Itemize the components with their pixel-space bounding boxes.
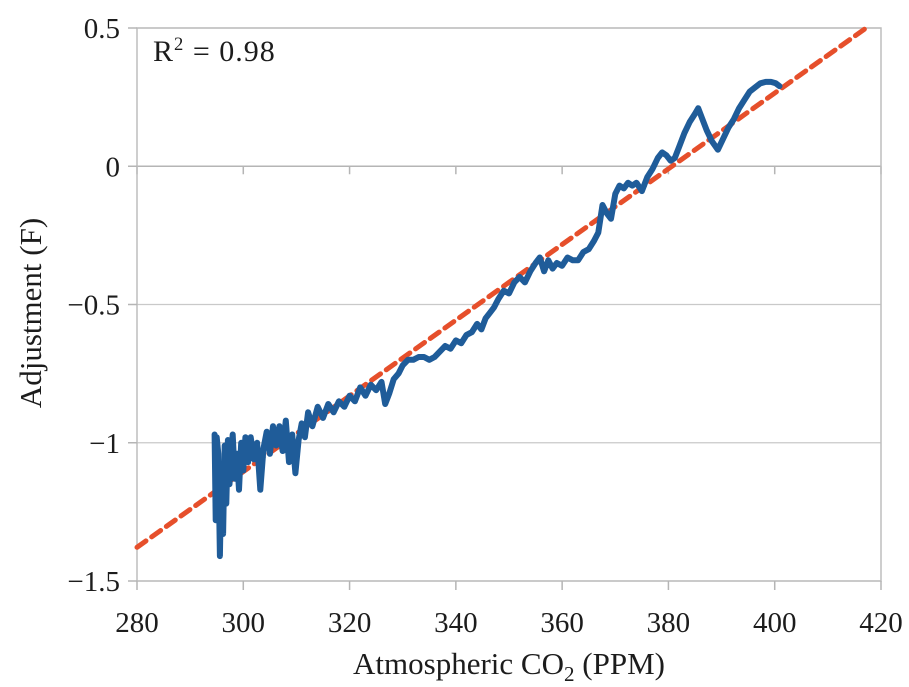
x-axis-title-prefix: Atmospheric CO: [353, 646, 564, 681]
y-tick-label: −1: [89, 428, 120, 460]
axis-tick-marks: [128, 27, 882, 590]
axis-tick-labels: 280 300 320 340 360 380 400 420 0.5 0 −0.5 −1 −1.5: [67, 13, 902, 639]
x-tick-label: 340: [434, 607, 478, 639]
x-axis-title-subscript: 2: [563, 662, 575, 687]
x-tick-label: 420: [859, 607, 903, 639]
x-axis-title-suffix: (PPM): [574, 646, 665, 681]
x-axis-title: Atmospheric CO2 (PPM): [353, 646, 665, 687]
y-axis-title: Adjustment (F): [13, 217, 48, 409]
y-tick-label: 0.5: [84, 13, 120, 45]
y-tick-label: −0.5: [67, 290, 120, 322]
y-tick-label: 0: [106, 151, 121, 183]
y-tick-label: −1.5: [67, 566, 120, 598]
x-tick-label: 300: [222, 607, 266, 639]
x-axis-zero-line: [136, 165, 882, 175]
r-squared-exponent: 2: [174, 34, 185, 55]
x-tick-label: 360: [540, 607, 584, 639]
x-tick-label: 380: [647, 607, 691, 639]
x-tick-label: 280: [115, 607, 159, 639]
x-tick-label: 320: [328, 607, 372, 639]
series-adjustment-vs-co2: [211, 78, 783, 560]
x-tick-label: 400: [753, 607, 797, 639]
gridlines: [137, 27, 881, 582]
r-squared-value: = 0.98: [184, 35, 276, 68]
r-squared-annotation: R2 = 0.98: [153, 34, 276, 69]
r-squared-base: R: [153, 35, 175, 68]
